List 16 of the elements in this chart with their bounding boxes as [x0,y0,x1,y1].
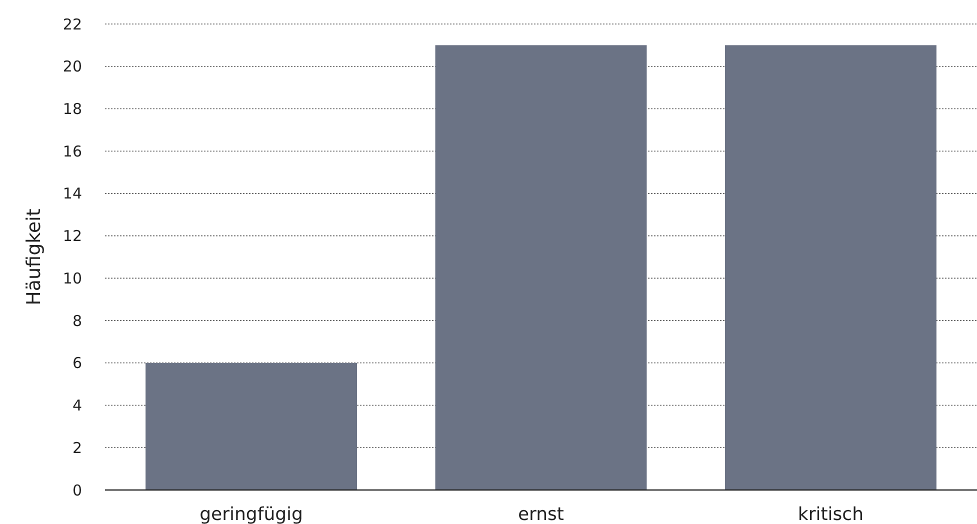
y-tick-label: 8 [72,312,82,330]
y-tick-label: 10 [62,269,82,288]
y-tick-label: 2 [72,438,82,457]
y-tick-label: 22 [62,15,82,34]
y-tick-label: 14 [62,184,82,203]
y-tick-label: 4 [72,396,82,415]
y-tick-label: 20 [62,58,82,76]
x-tick-label: ernst [518,504,564,524]
y-tick-label: 18 [62,100,82,118]
y-tick-label: 6 [72,354,82,372]
y-axis-title: Häufigkeit [23,208,45,306]
y-tick-label: 16 [62,142,82,160]
x-tick-label: geringfügig [200,504,303,524]
x-tick-label: kritisch [798,504,864,524]
y-tick-label: 0 [72,481,82,500]
y-tick-label: 12 [62,227,82,246]
